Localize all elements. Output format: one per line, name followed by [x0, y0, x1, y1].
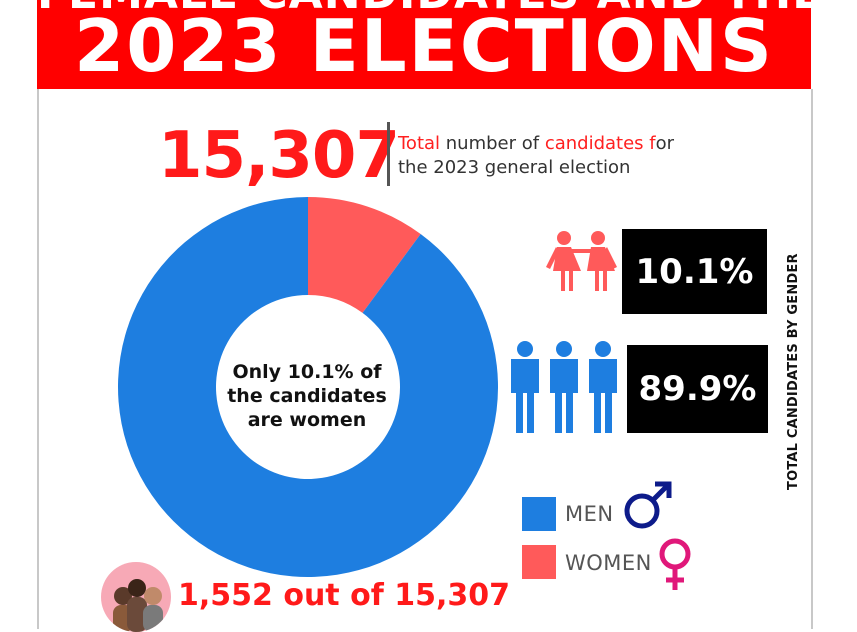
male-trio-icon [511, 341, 617, 433]
men-percentage-box: 89.9% [627, 345, 768, 433]
legend-label-women: WOMEN [565, 551, 652, 575]
legend-swatch-women [522, 545, 556, 579]
center-text-line3: are women [247, 409, 367, 431]
side-axis-label: TOTAL CANDIDATES BY GENDER [786, 253, 801, 490]
female-symbol-icon [659, 538, 691, 590]
female-pair-icon [546, 231, 617, 291]
center-text-line1: Only 10.1% of [232, 361, 382, 383]
headline-divider [387, 122, 390, 186]
male-symbol-icon [624, 481, 672, 529]
desc-text-2: or [655, 133, 675, 154]
banner-title-line2: 2023 ELECTIONS [74, 4, 774, 88]
donut-slice-women [308, 197, 421, 313]
center-text-line2: the candidates [227, 385, 387, 407]
desc-text-line2: the 2023 general election [398, 157, 631, 178]
donut-slice-men [118, 197, 499, 577]
total-candidates-description: Total number of candidates for the 2023 … [398, 132, 674, 180]
desc-highlight-candidates: candidates f [544, 133, 656, 154]
women-group-avatar [101, 562, 171, 632]
total-candidates-number: 15,307 [158, 119, 400, 193]
content-frame [37, 89, 813, 629]
banner-title-line1: FEMALE CANDIDATES AND THE [37, 0, 811, 19]
desc-highlight-total: Total [398, 133, 441, 154]
desc-text-1: number of [440, 133, 545, 154]
women-percentage-box: 10.1% [622, 229, 767, 314]
header-banner: FEMALE CANDIDATES AND THE 2023 ELECTIONS [37, 0, 811, 89]
women-count-text: 1,552 out of 15,307 [178, 578, 510, 613]
legend-label-men: MEN [565, 502, 614, 526]
legend-swatch-men [522, 497, 556, 531]
gender-donut-chart [118, 197, 499, 577]
donut-center-text: Only 10.1% of the candidates are women [217, 360, 397, 432]
